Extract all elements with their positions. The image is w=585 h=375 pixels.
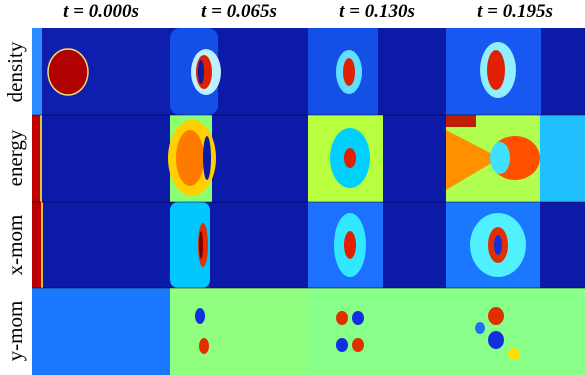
field-region [490,142,510,174]
field-region [336,338,348,352]
field-region [488,307,504,325]
field-region [487,50,505,90]
panel [308,28,446,115]
column-title: t = 0.130s [339,1,415,22]
field-region [32,115,170,202]
field-region [170,288,308,375]
field-region [336,311,348,325]
row-label: x-mom [3,215,27,276]
panel [170,28,308,115]
field-region [32,288,170,375]
field-region [203,136,211,180]
panel [446,288,585,375]
field-region [47,48,89,96]
field-region [199,338,209,354]
field-region [195,308,205,324]
panel [446,28,585,115]
field-region [446,115,476,127]
field-region [198,60,204,84]
panel [32,202,170,288]
field-region [352,311,364,325]
column-title: t = 0.065s [201,1,277,22]
field-region [32,202,170,288]
panel [32,115,170,202]
field-region [352,338,364,352]
field-region [344,231,356,259]
field-region [32,115,40,202]
panel [32,28,170,115]
panel [308,288,446,375]
panel [308,202,446,288]
field-region [475,322,485,334]
field-region [446,288,585,375]
panel [168,115,308,202]
field-region [488,331,504,349]
column-title: t = 0.195s [477,1,553,22]
field-region [343,58,355,86]
row-label: energy [3,129,27,186]
column-headers: t = 0.000s t = 0.065s t = 0.130s t = 0.1… [63,1,553,22]
field-region [508,348,520,360]
field-region [170,202,210,288]
panels [32,28,585,375]
panel [170,288,308,375]
field-region [308,288,446,375]
panel [32,288,170,375]
field-region [540,115,585,202]
row-labels: density energy x-mom y-mom [3,41,27,361]
field-region [41,202,43,288]
grid-lines [32,114,585,289]
field-region [32,202,41,288]
panel [308,115,446,202]
field-region [40,115,42,202]
panel [446,115,585,202]
panel [170,202,308,288]
field-region [540,202,585,288]
column-title: t = 0.000s [63,1,139,22]
row-label: y-mom [3,301,27,362]
field-region [199,231,203,259]
field-region [32,28,42,115]
field-region [494,235,502,255]
field-region [344,148,356,168]
row-label: density [3,41,27,102]
field-region [446,130,500,190]
panel [446,202,585,288]
field-region [176,130,204,186]
